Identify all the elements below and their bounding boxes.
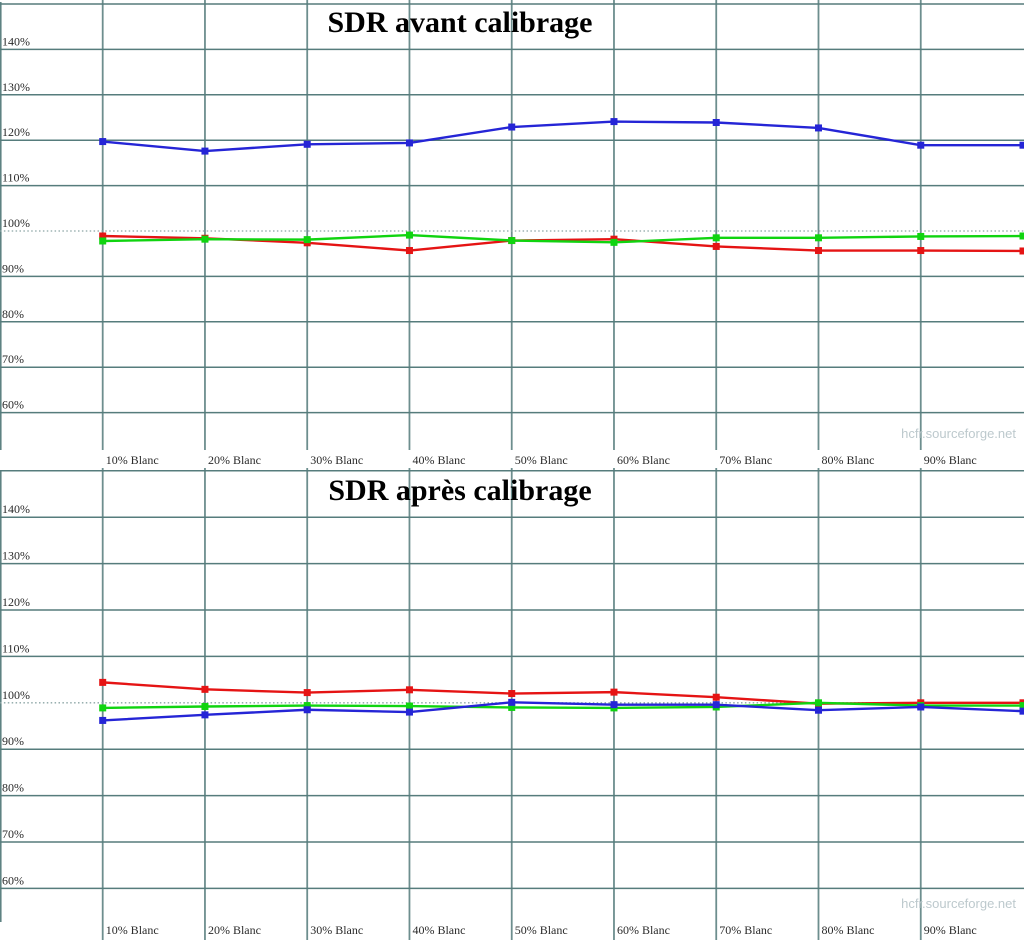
y-tick-label: 110% [2,641,30,655]
y-tick-label: 80% [2,307,24,321]
data-point-marker-bleu [99,138,107,146]
data-point-marker-bleu [201,147,209,155]
data-point-marker-rouge [1019,247,1024,255]
data-point-marker-bleu [712,701,720,709]
data-point-marker-bleu [1019,141,1024,149]
data-point-marker-vert [1019,702,1024,710]
data-point-marker-vert [405,702,413,710]
x-tick-label: 90% Blanc [924,453,977,467]
data-point-marker-bleu [814,124,822,132]
chart-after-calibration: 140% 130% 120% 110% 100% 90% 80% 70% 60% 10% Blan… [0,468,1024,940]
data-point-marker-bleu [508,123,516,131]
data-point-marker-bleu [303,140,311,148]
data-point-marker-bleu [610,118,618,126]
data-point-marker-vert [99,704,107,712]
x-tick-label: 80% Blanc [821,923,874,937]
data-point-marker-vert [508,703,516,711]
data-point-marker-bleu [405,708,413,716]
x-tick-label: 60% Blanc [617,453,670,467]
y-tick-label: 120% [2,595,30,609]
data-point-marker-rouge [201,685,209,693]
data-point-marker-rouge [303,689,311,697]
series-line-bleu [102,701,1024,722]
y-tick-label: 130% [2,80,30,94]
data-point-marker-vert [99,237,107,245]
y-tick-label: 70% [2,352,24,366]
x-tick-label: 10% Blanc [106,923,159,937]
series-line-bleu [102,120,1024,153]
x-tick-label: 30% Blanc [310,923,363,937]
data-point-marker-vert [303,236,311,244]
data-point-marker-vert [610,238,618,246]
y-tick-label: 110% [2,171,30,185]
chart-before-calibration: 140% 130% 120% 110% 100% 90% 80% 70% 60% 10% Blan… [0,0,1024,467]
y-tick-label: 140% [2,34,30,48]
data-point-marker-rouge [610,688,618,696]
data-point-marker-rouge [712,242,720,250]
data-point-marker-vert [1019,232,1024,240]
data-point-marker-vert [712,234,720,242]
data-point-marker-rouge [99,678,107,686]
data-point-marker-rouge [405,686,413,694]
data-point-marker-bleu [917,141,925,149]
y-tick-label: 90% [2,261,24,275]
x-tick-label: 70% Blanc [719,923,772,937]
x-tick-label: 70% Blanc [719,453,772,467]
data-point-marker-bleu [917,703,925,711]
x-tick-label: 20% Blanc [208,453,261,467]
data-point-marker-vert [201,235,209,243]
y-tick-label: 100% [2,688,30,702]
series-line-vert [102,233,1024,244]
x-tick-label: 40% Blanc [412,923,465,937]
data-point-marker-rouge [712,693,720,701]
x-tick-label: 50% Blanc [515,453,568,467]
series-line-rouge [102,681,1024,705]
data-point-marker-rouge [405,247,413,255]
data-point-marker-vert [917,232,925,240]
data-point-marker-vert [814,234,822,242]
x-tick-label: 10% Blanc [106,453,159,467]
y-tick-label: 100% [2,216,30,230]
data-point-marker-bleu [303,706,311,714]
data-point-marker-bleu [201,711,209,719]
data-point-marker-vert [303,702,311,710]
data-point-marker-vert [405,231,413,239]
y-tick-label: 80% [2,781,24,795]
data-point-marker-bleu [508,698,516,706]
x-tick-label: 60% Blanc [617,923,670,937]
x-tick-label: 40% Blanc [412,453,465,467]
data-point-marker-bleu [99,716,107,724]
data-point-marker-rouge [99,232,107,240]
data-point-marker-bleu [405,139,413,147]
data-point-marker-vert [201,703,209,711]
y-tick-label: 90% [2,734,24,748]
x-tick-label: 80% Blanc [821,453,874,467]
data-point-marker-rouge [917,247,925,255]
y-tick-label: 130% [2,549,30,563]
y-tick-label: 140% [2,502,30,516]
x-tick-label: 50% Blanc [515,923,568,937]
y-tick-label: 120% [2,125,30,139]
data-point-marker-rouge [814,247,822,255]
data-point-marker-bleu [610,701,618,709]
data-point-marker-vert [814,699,822,707]
data-point-marker-vert [508,237,516,245]
x-tick-label: 20% Blanc [208,923,261,937]
data-point-marker-bleu [712,118,720,126]
x-tick-label: 90% Blanc [924,923,977,937]
x-tick-label: 30% Blanc [310,453,363,467]
data-point-marker-rouge [508,690,516,698]
data-point-marker-bleu [1019,707,1024,715]
y-tick-label: 60% [2,873,24,887]
y-tick-label: 60% [2,398,24,412]
series-line-vert [102,701,1024,710]
data-point-marker-bleu [814,706,822,714]
y-tick-label: 70% [2,827,24,841]
